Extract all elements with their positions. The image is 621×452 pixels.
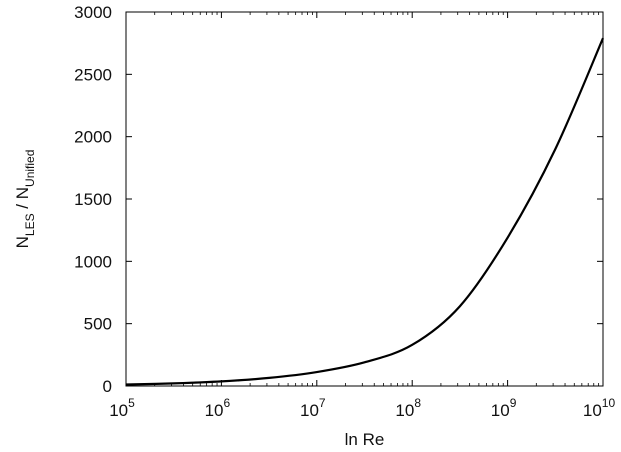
y-tick-labels: 0 500 1000 1500 2000 2500 3000 bbox=[74, 3, 112, 396]
x-tick-label: 106 bbox=[205, 396, 231, 420]
x-tick-base: 10 bbox=[491, 401, 510, 420]
x-tick-label: 1010 bbox=[583, 396, 616, 420]
x-tick-label: 108 bbox=[395, 396, 421, 420]
y-tick-label: 2500 bbox=[74, 65, 112, 84]
x-tick-exponent: 6 bbox=[224, 396, 231, 410]
y-tick-label: 1000 bbox=[74, 252, 112, 271]
x-tick-base: 10 bbox=[395, 401, 414, 420]
x-tick-base: 10 bbox=[109, 401, 128, 420]
y-label-main-1: N bbox=[13, 236, 32, 248]
x-tick-labels: 105 106 107 108 109 1010 bbox=[109, 396, 615, 420]
x-axis-label: ln Re bbox=[345, 430, 385, 449]
y-label-main-2: N bbox=[13, 187, 32, 199]
x-tick-label: 109 bbox=[491, 396, 517, 420]
x-tick-exponent: 7 bbox=[319, 396, 326, 410]
x-tick-exponent: 9 bbox=[510, 396, 517, 410]
x-tick-label: 107 bbox=[300, 396, 326, 420]
x-tick-base: 10 bbox=[300, 401, 319, 420]
plot-frame bbox=[125, 11, 604, 387]
x-tick-base: 10 bbox=[583, 401, 602, 420]
series-layer bbox=[125, 37, 605, 386]
x-tick-label: 105 bbox=[109, 396, 135, 420]
y-tick-label: 0 bbox=[103, 377, 112, 396]
x-tick-base: 10 bbox=[205, 401, 224, 420]
y-tick-label: 2000 bbox=[74, 128, 112, 147]
x-tick-exponent: 5 bbox=[128, 396, 135, 410]
y-tick-label: 500 bbox=[84, 315, 112, 334]
y-label-sub-2: Unified bbox=[23, 150, 37, 187]
y-tick-label: 3000 bbox=[74, 3, 112, 22]
plot-area bbox=[126, 12, 603, 386]
y-tick-label: 1500 bbox=[74, 190, 112, 209]
y-axis-label: NLES / NUnified bbox=[13, 150, 37, 249]
series-line bbox=[125, 37, 605, 386]
x-tick-exponent: 8 bbox=[414, 396, 421, 410]
x-tick-exponent: 10 bbox=[602, 396, 616, 410]
y-label-sub-1: LES bbox=[23, 213, 37, 236]
y-label-sep: / bbox=[13, 199, 32, 213]
